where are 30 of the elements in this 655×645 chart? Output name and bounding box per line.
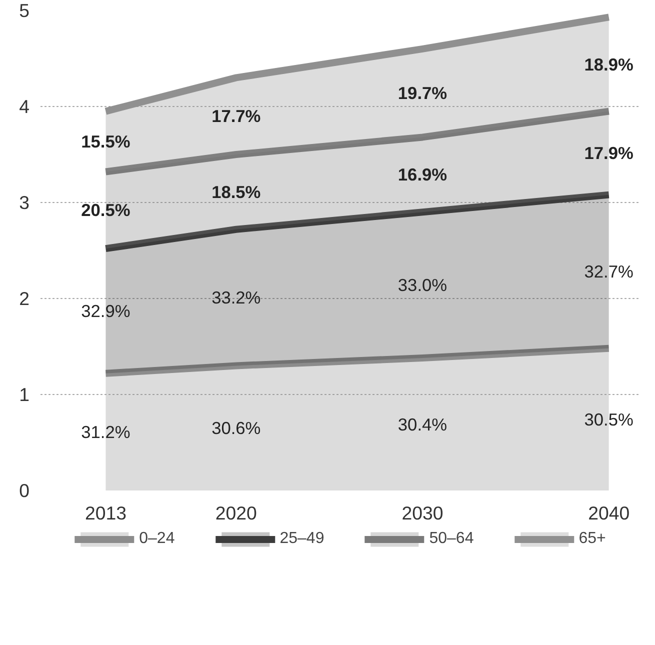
y-tick-label: 5 [19, 0, 30, 21]
annotation: 18.5% [212, 182, 261, 202]
annotation: 31.2% [81, 422, 130, 442]
y-tick-label: 4 [19, 96, 30, 117]
annotation: 30.5% [584, 409, 634, 430]
x-tick-label: 2020 [215, 502, 257, 524]
annotation: 17.9% [584, 143, 634, 164]
annotation: 30.4% [398, 414, 448, 434]
legend-label: 25–49 [280, 530, 324, 548]
annotation: 17.7% [212, 106, 261, 126]
legend-label: 65+ [578, 530, 606, 548]
legend-label: 50–64 [429, 530, 474, 548]
legend-label: 0–24 [139, 530, 175, 548]
y-tick-label: 1 [19, 384, 30, 405]
annotation: 16.9% [398, 164, 448, 185]
annotation: 15.5% [81, 132, 130, 152]
annotation: 33.2% [212, 288, 261, 308]
annotation: 20.5% [81, 200, 130, 220]
annotation: 32.9% [81, 300, 130, 321]
x-tick-label: 2030 [402, 502, 444, 524]
annotation: 32.7% [584, 262, 634, 282]
y-tick-label: 0 [19, 480, 30, 501]
y-tick-label: 2 [19, 288, 30, 309]
y-tick-label: 3 [19, 192, 30, 213]
x-tick-label: 2040 [588, 502, 630, 524]
x-tick-label: 2013 [84, 502, 126, 524]
annotation: 33.0% [398, 275, 448, 296]
annotation: 30.6% [212, 418, 261, 438]
annotation: 18.9% [584, 54, 634, 74]
annotation: 19.7% [398, 83, 448, 104]
